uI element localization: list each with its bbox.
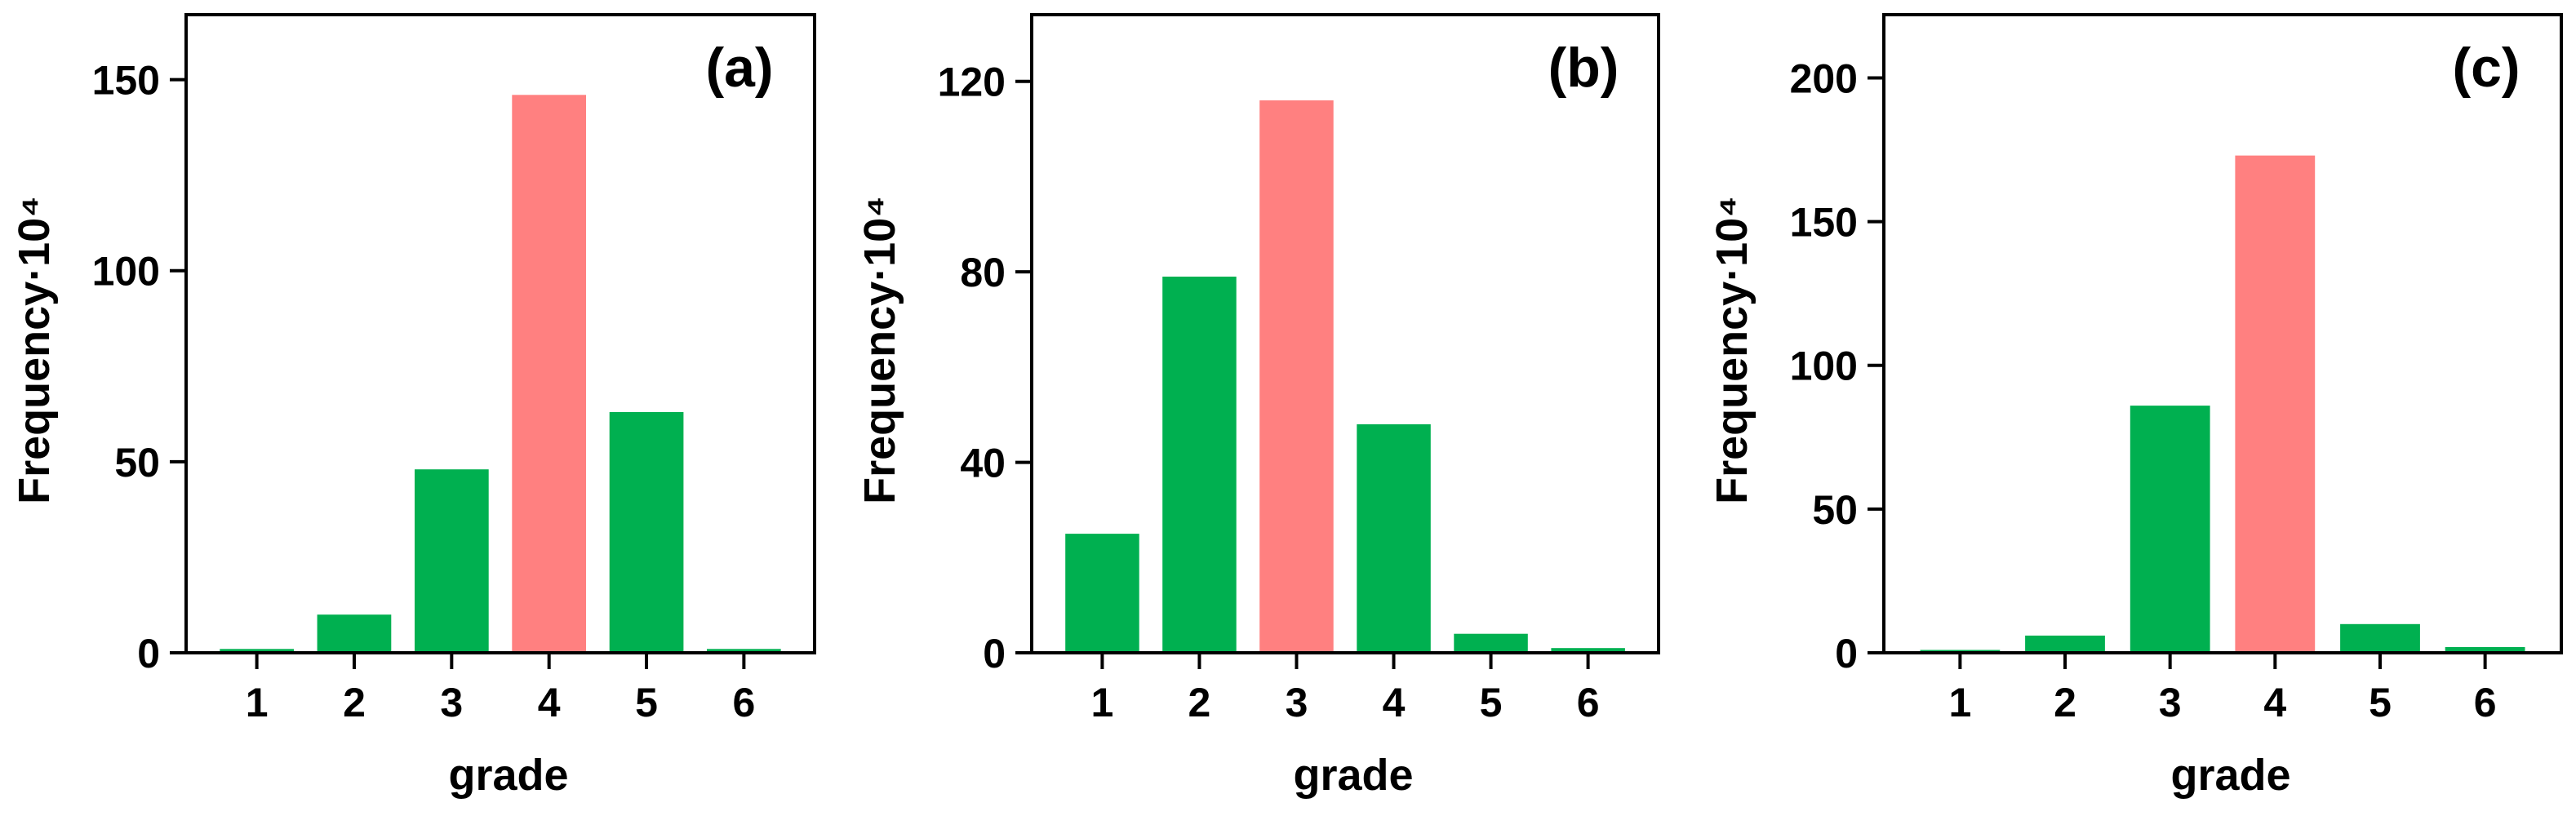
y-tick-label: 200 <box>1790 55 1858 101</box>
x-tick-label: 5 <box>635 680 658 725</box>
x-tick-label: 6 <box>732 680 755 725</box>
y-tick-label: 150 <box>92 58 160 104</box>
x-tick-label: 6 <box>1577 680 1600 725</box>
x-tick-label: 4 <box>538 680 561 725</box>
plot-frame <box>184 13 816 654</box>
x-tick-label: 3 <box>440 680 463 725</box>
panel-label: (b) <box>1548 37 1619 99</box>
y-tick-label: 150 <box>1790 200 1858 246</box>
x-tick-label: 4 <box>2263 680 2286 725</box>
bar-grade-2 <box>2025 635 2105 653</box>
bar-grade-4 <box>2235 155 2316 654</box>
plot-frame <box>1030 13 1660 654</box>
y-tick-label: 50 <box>1812 487 1858 533</box>
x-axis-title: grade <box>1293 751 1413 800</box>
bar-grade-5 <box>2340 623 2420 653</box>
bar-grade-6 <box>2445 647 2525 653</box>
panel-label: (a) <box>705 37 773 99</box>
y-tick-label: 100 <box>92 249 160 295</box>
bar-grade-6 <box>707 649 781 653</box>
bar-grade-4 <box>512 95 586 654</box>
y-tick-label: 0 <box>983 631 1006 676</box>
chart-panel-3: 0 50 100 150 200 1 2 3 4 5 6 grade Frequency·10⁴ (c) <box>1708 13 2563 800</box>
y-axis-title: Frequency·10⁴ <box>10 196 59 504</box>
y-tick-label: 80 <box>960 250 1006 295</box>
plot-frame <box>1882 13 2563 654</box>
y-tick-label: 120 <box>938 60 1006 105</box>
chart-panel-2: 0 40 80 120 1 2 3 4 5 6 grade Frequency·10⁴ (b) <box>855 13 1660 800</box>
x-tick-label: 2 <box>1188 680 1211 725</box>
bar-grade-4 <box>1357 424 1431 653</box>
bar-grade-3 <box>2130 406 2210 653</box>
x-tick-label: 1 <box>1090 680 1113 725</box>
bar-grade-6 <box>1551 648 1625 653</box>
y-tick-label: 40 <box>960 441 1006 486</box>
y-axis-title: Frequency·10⁴ <box>855 196 904 504</box>
bar-grade-5 <box>609 412 684 653</box>
x-tick-label: 4 <box>1383 680 1406 725</box>
bar-grade-3 <box>1259 100 1334 653</box>
x-tick-label: 2 <box>2054 680 2076 725</box>
bar-grade-2 <box>317 614 392 653</box>
panel-label: (c) <box>2452 37 2520 99</box>
chart-panel-1: 0 50 100 150 1 2 3 4 5 6 grade Frequency·10⁴ (a) <box>10 13 816 800</box>
y-tick-label: 100 <box>1790 344 1858 389</box>
y-axis-title: Frequency·10⁴ <box>1708 196 1757 504</box>
bar-grade-2 <box>1162 277 1237 653</box>
y-tick-label: 50 <box>114 440 160 486</box>
x-tick-label: 5 <box>2369 680 2392 725</box>
bar-grade-1 <box>220 649 294 653</box>
x-tick-label: 3 <box>2159 680 2182 725</box>
x-tick-label: 2 <box>343 680 366 725</box>
bar-grade-3 <box>415 469 489 653</box>
x-tick-label: 6 <box>2474 680 2497 725</box>
x-axis-title: grade <box>448 751 568 800</box>
bar-grade-5 <box>1454 633 1528 653</box>
x-tick-label: 1 <box>246 680 269 725</box>
y-tick-label: 0 <box>137 631 160 676</box>
y-tick-label: 0 <box>1835 631 1858 676</box>
x-tick-label: 3 <box>1286 680 1308 725</box>
bar-grade-1 <box>1065 534 1139 653</box>
x-tick-label: 5 <box>1480 680 1503 725</box>
x-tick-label: 1 <box>1948 680 1971 725</box>
x-axis-title: grade <box>2170 751 2290 800</box>
